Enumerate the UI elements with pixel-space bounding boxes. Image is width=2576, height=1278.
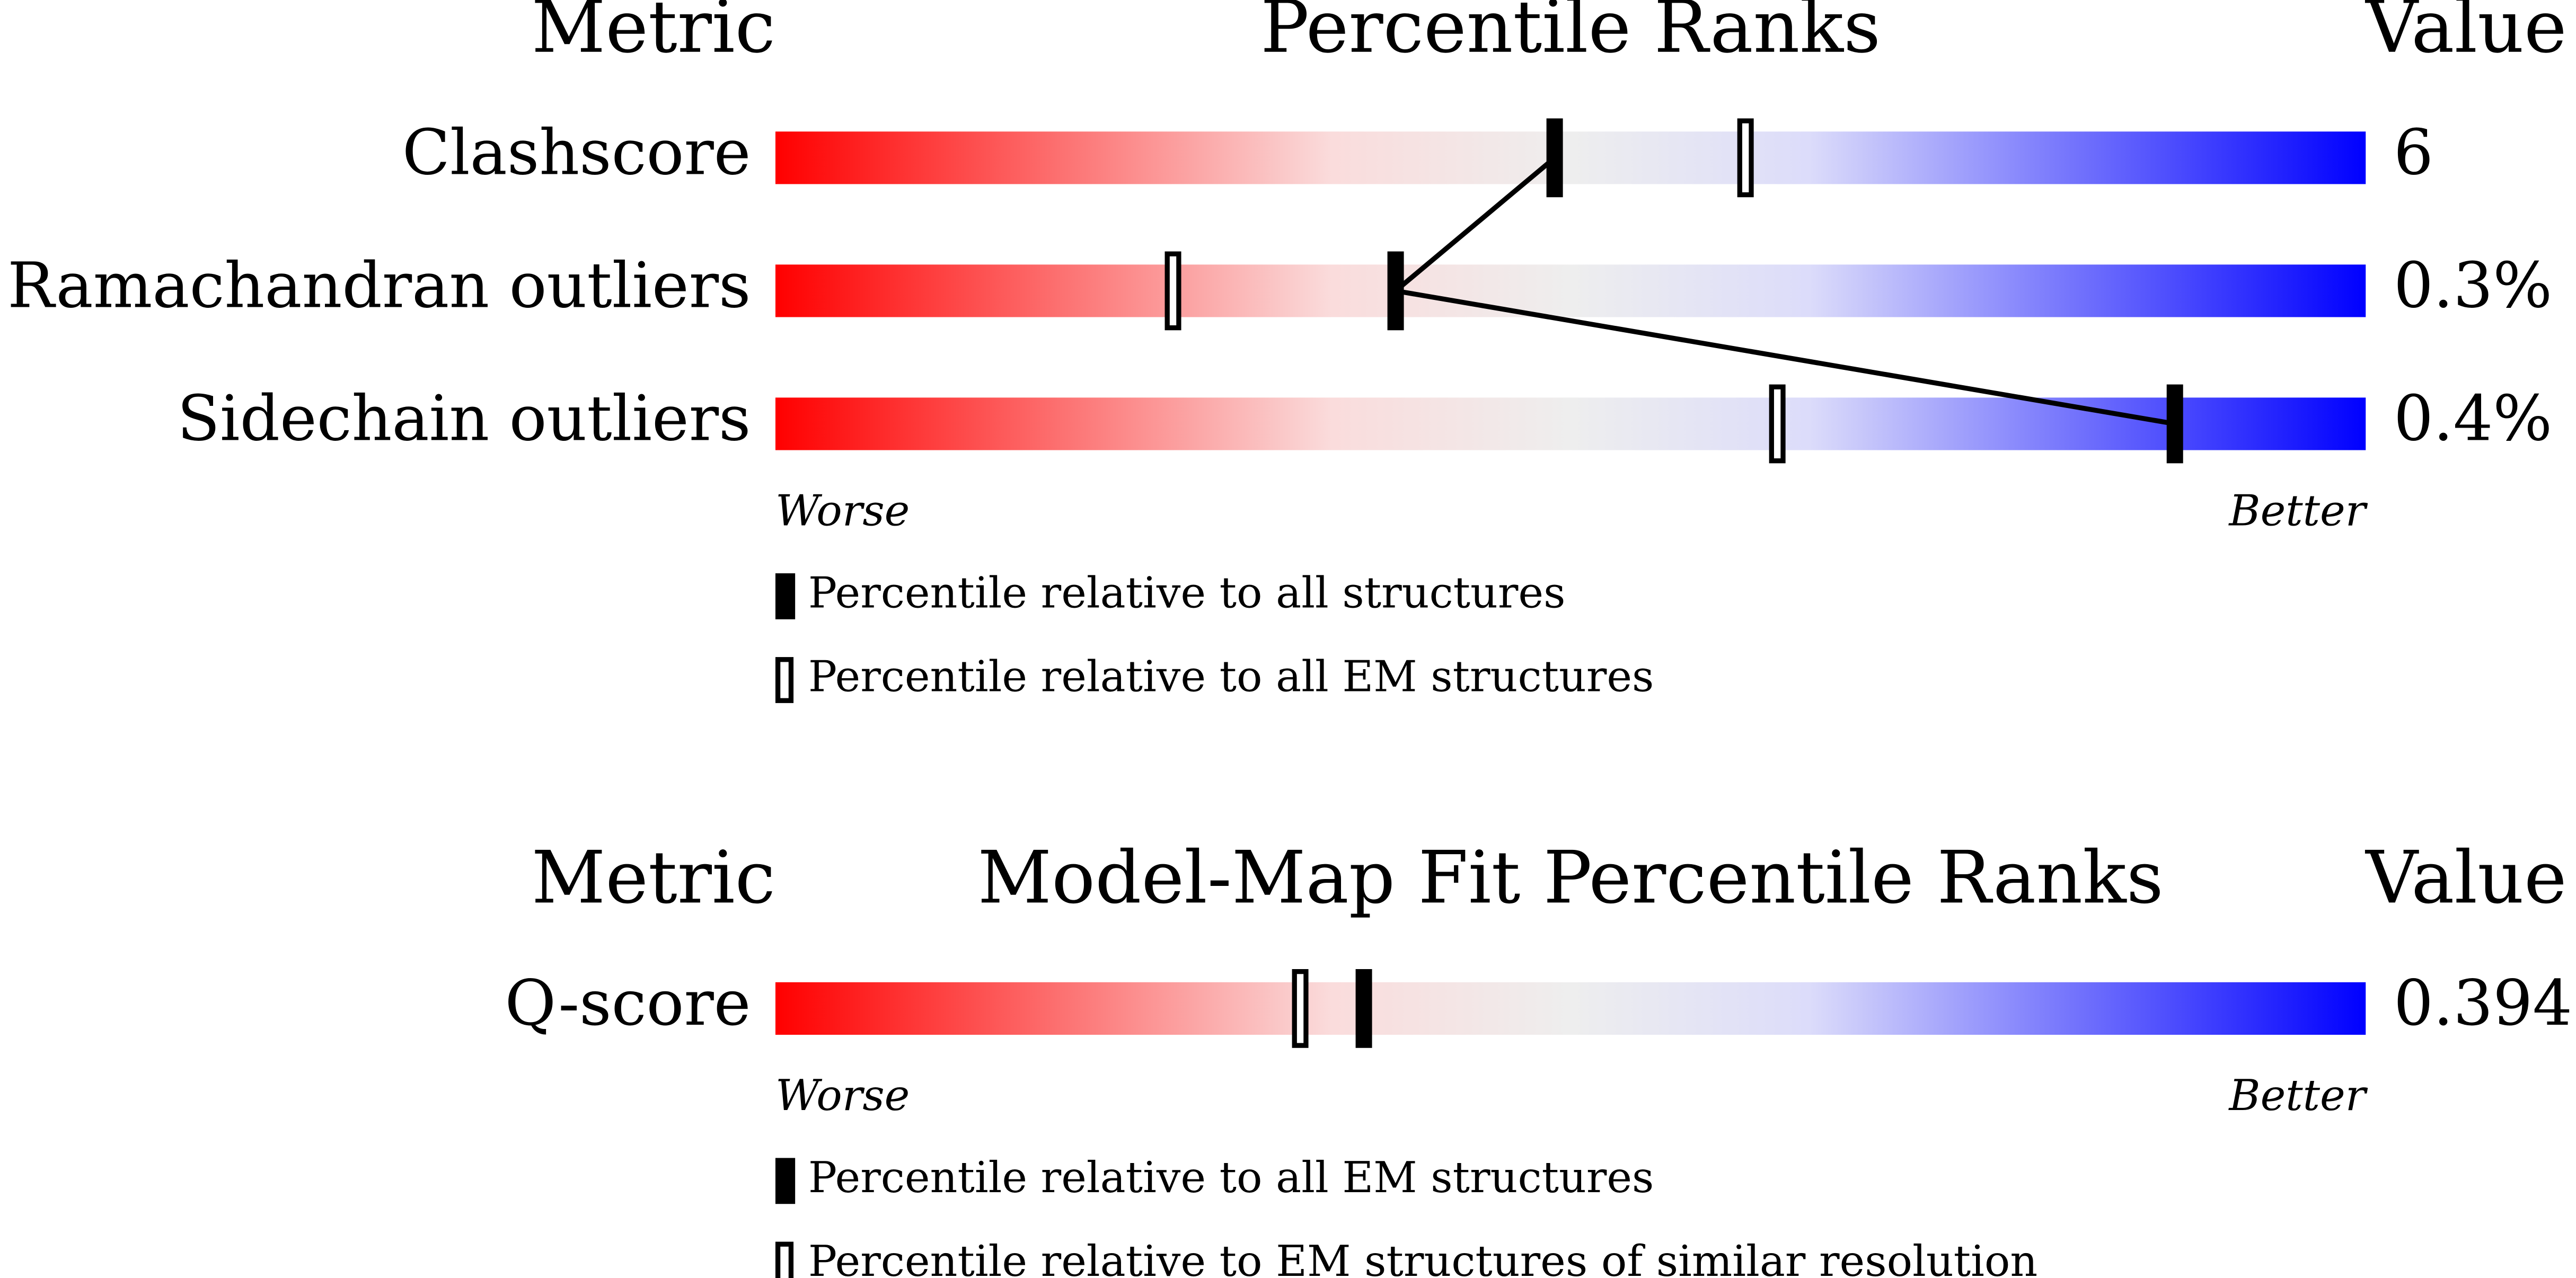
worse-label: Worse xyxy=(775,1071,910,1121)
percentile-marker xyxy=(1546,118,1563,198)
better-label: Better xyxy=(2228,486,2368,536)
legend-marker xyxy=(775,1158,796,1204)
legend-marker-open xyxy=(775,657,794,703)
metric-header: Metric xyxy=(532,0,775,69)
value-header: Value xyxy=(2365,0,2566,69)
chart-title: Model-Map Fit Percentile Ranks xyxy=(977,836,2163,920)
metric-label: Q-score xyxy=(505,967,751,1040)
metric-value: 0.4% xyxy=(2394,383,2552,455)
better-label: Better xyxy=(2228,1071,2368,1121)
metric-label: Ramachandran outliers xyxy=(7,249,751,322)
slider-bar xyxy=(775,982,2366,1035)
legend-marker-open xyxy=(775,1241,794,1278)
metric-label: Sidechain outliers xyxy=(177,383,751,455)
chart-title: Percentile Ranks xyxy=(1260,0,1881,69)
legend-marker xyxy=(775,573,796,619)
slider-bar xyxy=(775,264,2366,317)
percentile-marker-open xyxy=(1292,969,1309,1048)
legend-label: Percentile relative to all EM structures xyxy=(808,652,1654,702)
percentile-marker-open xyxy=(1769,384,1786,464)
value-header: Value xyxy=(2365,836,2566,920)
percentile-marker xyxy=(1387,251,1404,331)
percentile-marker-open xyxy=(1165,251,1181,331)
percentile-marker xyxy=(1355,969,1372,1048)
legend-label: Percentile relative to all structures xyxy=(808,568,1566,618)
metric-value: 6 xyxy=(2394,116,2433,189)
metric-value: 0.394 xyxy=(2394,967,2572,1040)
slider-bar xyxy=(775,397,2366,450)
slider-bar xyxy=(775,131,2366,184)
metric-value: 0.3% xyxy=(2394,249,2552,322)
metric-label: Clashscore xyxy=(402,116,751,189)
worse-label: Worse xyxy=(775,486,910,536)
percentile-marker-open xyxy=(1737,118,1754,198)
legend-label: Percentile relative to EM structures of … xyxy=(808,1237,2037,1278)
legend-label: Percentile relative to all EM structures xyxy=(808,1153,1654,1203)
percentile-marker xyxy=(2166,384,2183,464)
metric-header: Metric xyxy=(532,836,775,920)
